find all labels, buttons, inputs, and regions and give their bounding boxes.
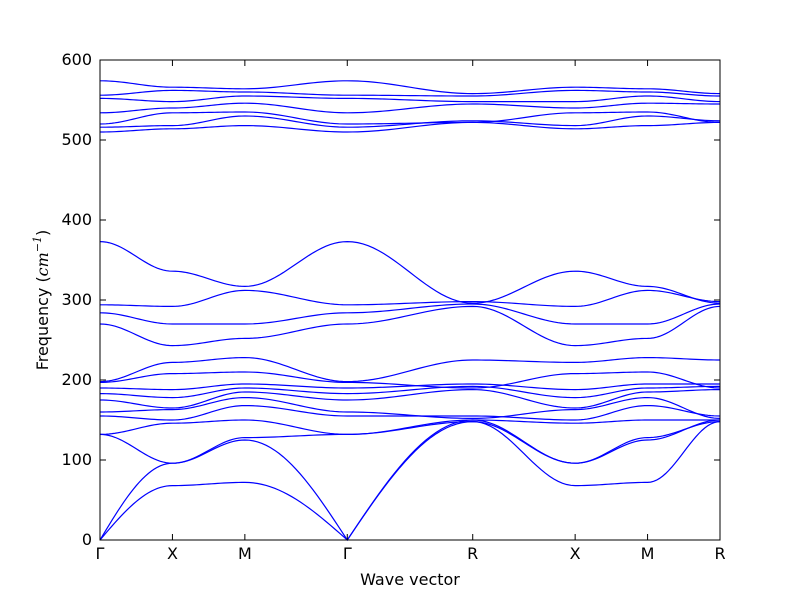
x-tick-label: Γ [343, 544, 352, 563]
phonon-branch-15 [99, 240, 721, 304]
phonon-branch-4 [99, 419, 720, 436]
phonon-branch-16 [99, 121, 721, 133]
phonon-branch-20 [99, 95, 721, 103]
phonon-branch-10 [99, 371, 721, 389]
phonon-branch-1 [99, 420, 721, 541]
y-axis-label-math: cm [33, 252, 52, 276]
x-tick-label: Γ [96, 544, 105, 563]
phonon-branch-17 [99, 115, 721, 128]
x-tick-label: M [641, 544, 655, 563]
phonon-branch-18 [99, 111, 721, 125]
x-tick-label: R [714, 544, 725, 563]
y-axis-label-exponent: −1 [31, 236, 44, 252]
phonon-branch-21 [99, 89, 721, 97]
y-axis-label-suffix: ) [33, 230, 52, 236]
y-tick-label: 400 [61, 210, 92, 229]
phonon-branch-22 [99, 80, 721, 95]
y-axis-label: Frequency (cm−1) [31, 230, 52, 371]
phonon-branch-12 [99, 305, 721, 347]
x-axis-label: Wave vector [360, 570, 460, 589]
y-tick-label: 200 [61, 370, 92, 389]
phonon-branch-11 [99, 356, 721, 383]
x-tick-label: R [467, 544, 478, 563]
y-axis-label-prefix: Frequency ( [33, 276, 52, 370]
x-tick-label: X [570, 544, 581, 563]
phonon-branch-5 [99, 404, 721, 421]
y-tick-label: 600 [61, 50, 92, 69]
phonon-branch-19 [99, 102, 720, 114]
y-tick-label: 500 [61, 130, 92, 149]
phonon-branch-8 [99, 385, 721, 399]
phonon-branch-14 [99, 289, 721, 308]
phonon-branch-3 [99, 420, 721, 464]
x-tick-label: M [238, 544, 252, 563]
x-tick-label: X [167, 544, 178, 563]
y-tick-label: 100 [61, 450, 92, 469]
tick-layer: 0 100 200 300 400 500 600 Γ X M Γ R X M R [61, 50, 725, 563]
phonon-branch-7 [99, 388, 721, 409]
y-tick-label: 300 [61, 290, 92, 309]
phonon-branch-6 [99, 396, 721, 420]
y-tick-label: 0 [82, 530, 92, 549]
phonon-branch-9 [99, 383, 720, 391]
series-layer [99, 80, 721, 542]
phonon-branch-13 [99, 303, 721, 325]
